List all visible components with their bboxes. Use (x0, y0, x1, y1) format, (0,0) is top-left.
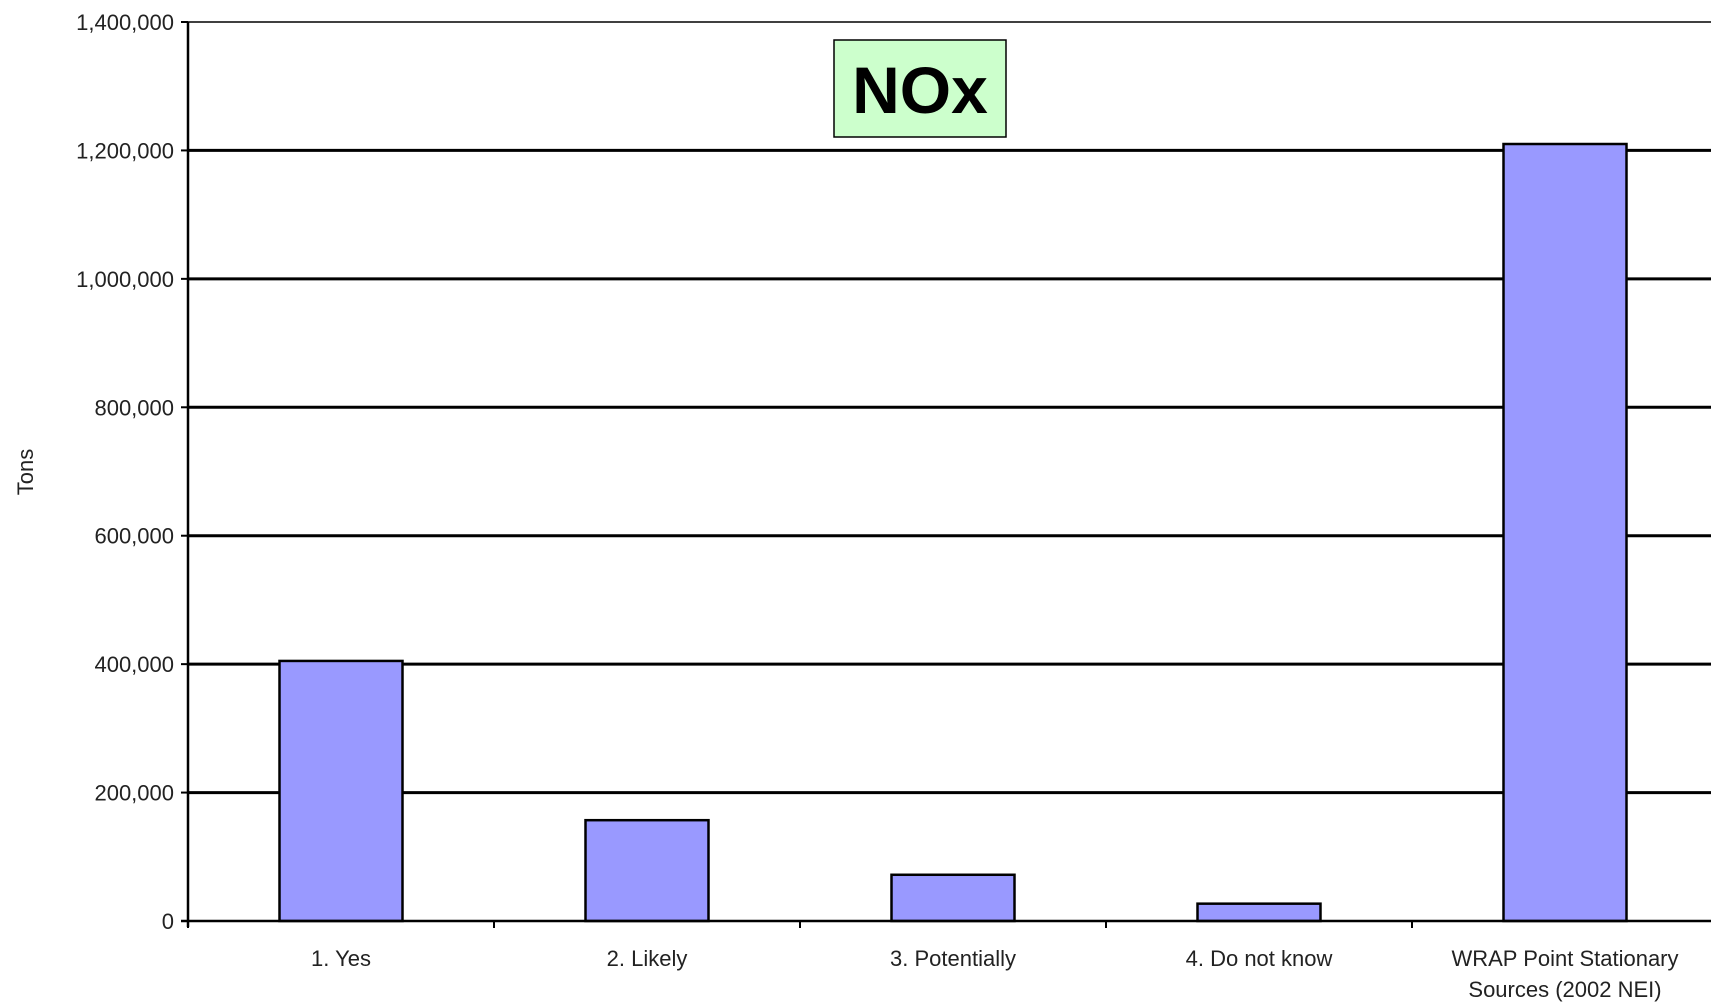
bar (584, 818, 710, 923)
bar (278, 659, 404, 923)
x-tick-labels: 1. Yes 2. Likely 3. Potentially 4. Do not k… (311, 946, 1678, 1002)
y-tick-labels: 0 200,000 400,000 600,000 800,000 1,000,000 1,… (76, 10, 174, 934)
y-axis-label: Tons (13, 449, 38, 495)
y-tick-label: 400,000 (94, 652, 174, 677)
y-tick-label: 0 (162, 909, 174, 934)
bars (278, 142, 1628, 923)
chart-title-box: NOx (833, 39, 1007, 138)
x-tick-label-line: 1. Yes (311, 946, 371, 971)
chart-title-background (833, 39, 1007, 138)
axes (181, 21, 1711, 928)
y-tick-label: 1,200,000 (76, 138, 174, 163)
y-tick-label: 1,000,000 (76, 267, 174, 292)
x-tick-label: 3. Potentially (890, 946, 1016, 971)
y-tick-label: 600,000 (94, 524, 174, 549)
y-tick-label: 200,000 (94, 781, 174, 806)
gridlines (188, 21, 1711, 795)
x-tick-label-line: 2. Likely (607, 946, 688, 971)
x-tick-label: 4. Do not know (1186, 946, 1333, 971)
x-tick-label-line: 4. Do not know (1186, 946, 1333, 971)
x-tick-label: 2. Likely (607, 946, 688, 971)
bar (890, 873, 1016, 923)
y-tick-label: 1,400,000 (76, 10, 174, 35)
x-tick-label: 1. Yes (311, 946, 371, 971)
bar (1196, 902, 1322, 923)
y-tick-label: 800,000 (94, 395, 174, 420)
x-tick-label-line: WRAP Point Stationary (1451, 946, 1678, 971)
x-tick-label: WRAP Point Stationary Sources (2002 NEI) (1451, 946, 1678, 1002)
x-tick-label-line: Sources (2002 NEI) (1468, 977, 1661, 1002)
chart-title: NOx (852, 53, 988, 127)
x-tick-label-line: 3. Potentially (890, 946, 1016, 971)
bar (1502, 142, 1628, 923)
